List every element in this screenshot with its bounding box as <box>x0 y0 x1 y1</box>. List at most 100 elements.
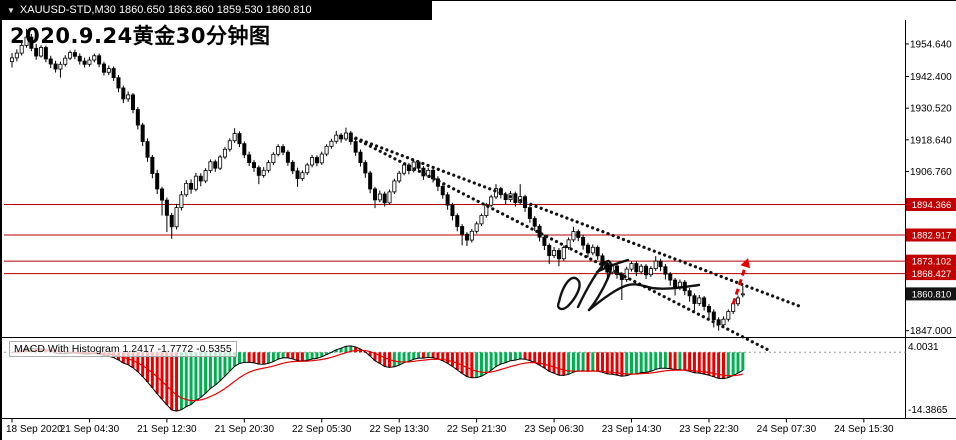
candle-body <box>135 109 140 126</box>
candle-body <box>455 215 460 227</box>
macd-histogram-bar <box>678 352 682 370</box>
macd-histogram-bar <box>518 352 522 359</box>
macd-histogram-bar <box>489 352 493 371</box>
candle-body <box>702 297 707 307</box>
macd-histogram-bar <box>731 352 735 376</box>
candle <box>24 28 29 48</box>
candle-body <box>160 188 165 201</box>
candle <box>285 150 290 166</box>
candle-body <box>261 169 266 176</box>
macd-histogram-bar <box>504 352 508 363</box>
candle <box>9 53 14 68</box>
candle-body <box>721 318 726 326</box>
macd-histogram-bar <box>378 352 382 364</box>
candle-body <box>140 124 145 142</box>
candle <box>29 33 34 52</box>
macd-signal-line <box>11 349 743 402</box>
candle <box>271 152 276 165</box>
candle <box>111 66 116 81</box>
candle-body <box>101 63 106 73</box>
macd-histogram-bar <box>523 352 527 360</box>
macd-histogram-bar <box>431 352 435 358</box>
candle <box>339 133 344 143</box>
badge-text: 1882.917 <box>912 230 952 241</box>
bullish-arrow[interactable] <box>731 258 751 305</box>
candle <box>14 49 19 62</box>
candle <box>687 288 692 302</box>
candle-body <box>58 63 63 70</box>
candle <box>455 213 460 232</box>
candle <box>489 194 494 208</box>
candle-body <box>126 94 131 100</box>
candle-body <box>377 193 382 201</box>
macd-histogram-bar <box>199 352 203 398</box>
candle <box>290 160 295 175</box>
signature-stroke <box>595 258 630 274</box>
candle <box>469 228 474 243</box>
candle-body <box>97 55 102 65</box>
macd-histogram-bar <box>208 352 212 389</box>
macd-histogram-bar <box>557 352 561 376</box>
time-axis-label: 22 Sep 21:30 <box>447 424 507 435</box>
candle <box>460 224 465 246</box>
candle <box>218 154 223 171</box>
descending-trendline[interactable] <box>349 134 803 309</box>
candle <box>101 61 106 76</box>
candle <box>648 266 653 278</box>
candle <box>82 57 87 68</box>
candle-body <box>82 60 87 65</box>
level-price-badge: 1873.102 <box>906 254 956 268</box>
candle <box>184 180 189 197</box>
candle-body <box>547 245 552 256</box>
time-axis-label: 21 Sep 04:30 <box>60 424 120 435</box>
candle <box>121 85 126 104</box>
candle-body <box>450 204 455 216</box>
macd-histogram-bar <box>315 352 319 359</box>
candle-body <box>624 268 629 280</box>
candle-body <box>319 153 324 164</box>
candle <box>213 159 218 172</box>
candle-body <box>314 157 319 164</box>
macd-histogram-bar <box>334 349 338 353</box>
candle <box>208 159 213 173</box>
candle-body <box>189 182 194 190</box>
time-axis-label: 23 Sep 22:30 <box>679 424 739 435</box>
candle <box>527 205 532 223</box>
macd-histogram-bar <box>252 352 256 363</box>
time-axis-label: 22 Sep 05:30 <box>292 424 352 435</box>
chart-watermark-title: 2020.9.24黄金30分钟图 <box>10 24 271 48</box>
macd-histogram-bar <box>160 352 164 400</box>
macd-histogram-bar <box>571 352 575 373</box>
candle-body <box>14 52 19 59</box>
macd-histogram-bar <box>591 352 595 371</box>
candle <box>411 159 416 173</box>
candle <box>692 293 697 312</box>
candle-body <box>295 170 300 179</box>
candle-body <box>193 175 198 190</box>
candle <box>145 138 150 162</box>
candle-body <box>48 58 53 65</box>
signature-watermark <box>556 258 701 312</box>
candle <box>387 189 392 205</box>
symbol-dropdown-icon[interactable]: ▼ <box>7 6 15 15</box>
candle <box>276 144 281 157</box>
candle-body <box>561 247 566 260</box>
macd-histogram-bar <box>509 352 513 361</box>
candle <box>595 245 600 260</box>
macd-histogram-bar <box>310 352 314 359</box>
candle-body <box>581 237 586 246</box>
candle <box>644 264 649 279</box>
badge-rect <box>906 254 956 268</box>
descending-trendline[interactable] <box>349 134 769 351</box>
candle-body <box>556 250 561 260</box>
candle-body <box>397 172 402 182</box>
macd-histogram-bar <box>141 352 145 377</box>
candle <box>324 144 329 157</box>
candle <box>629 261 634 272</box>
candle <box>624 266 629 282</box>
candle-body <box>145 141 150 158</box>
candle <box>726 309 731 322</box>
candle-body <box>150 156 155 174</box>
candle-body <box>552 250 557 256</box>
